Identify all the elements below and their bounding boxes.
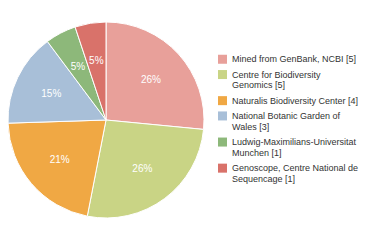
legend-label-line: Genomics [5] xyxy=(232,81,285,91)
legend-item: Centre for BiodiversityGenomics [5] xyxy=(218,70,321,91)
legend-swatch xyxy=(218,164,227,173)
legend-item: Ludwig-Maximilians-UniversitatMunchen [1… xyxy=(218,137,357,158)
legend-label: National Botanic Garden ofWales [3] xyxy=(232,111,341,132)
legend-label: Naturalis Biodiversity Center [4] xyxy=(232,96,358,106)
legend-swatch xyxy=(218,96,227,105)
data-label: 26% xyxy=(141,74,161,85)
legend-label: Centre for BiodiversityGenomics [5] xyxy=(232,70,321,91)
legend-swatch xyxy=(218,70,227,79)
data-label: 21% xyxy=(50,154,70,165)
legend-label-line: Munchen [1] xyxy=(232,148,282,158)
pie-slice xyxy=(8,120,106,216)
data-label: 5% xyxy=(71,61,86,72)
pie-slice xyxy=(106,22,204,129)
legend-label: Ludwig-Maximilians-UniversitatMunchen [1… xyxy=(232,137,357,158)
legend-label: Mined from GenBank, NCBI [5] xyxy=(232,54,356,64)
pie-slice xyxy=(87,120,203,218)
legend-label: Genoscope, Centre National deSequencage … xyxy=(232,163,358,184)
legend-item: National Botanic Garden ofWales [3] xyxy=(218,111,341,132)
legend-label-line: Genoscope, Centre National de xyxy=(232,163,358,173)
data-label: 5% xyxy=(89,55,104,66)
data-label: 26% xyxy=(132,163,152,174)
legend-label-line: Centre for Biodiversity xyxy=(232,70,321,80)
legend-swatch xyxy=(218,111,227,120)
pie: 26% 26% 21% 15% 5%5% xyxy=(8,22,204,218)
legend: Mined from GenBank, NCBI [5] Centre for B… xyxy=(218,54,358,184)
legend-swatch xyxy=(218,138,227,147)
legend-item: Naturalis Biodiversity Center [4] xyxy=(218,96,358,106)
legend-label-line: Wales [3] xyxy=(232,122,269,132)
legend-label-line: Ludwig-Maximilians-Universitat xyxy=(232,137,357,147)
data-labels: 26% 26% 21% 15% 5%5% xyxy=(41,55,161,175)
data-label: 15% xyxy=(41,88,61,99)
legend-item: Mined from GenBank, NCBI [5] xyxy=(218,54,356,64)
legend-label-line: Naturalis Biodiversity Center [4] xyxy=(232,96,358,106)
legend-label-line: Mined from GenBank, NCBI [5] xyxy=(232,54,356,64)
legend-swatch xyxy=(218,55,227,64)
legend-item: Genoscope, Centre National deSequencage … xyxy=(218,163,358,184)
slices xyxy=(8,22,204,218)
chart: 26% 26% 21% 15% 5%5% Mined from GenBank, NCBI… xyxy=(0,0,380,240)
legend-label-line: National Botanic Garden of xyxy=(232,111,341,121)
legend-label-line: Sequencage [1] xyxy=(232,174,295,184)
